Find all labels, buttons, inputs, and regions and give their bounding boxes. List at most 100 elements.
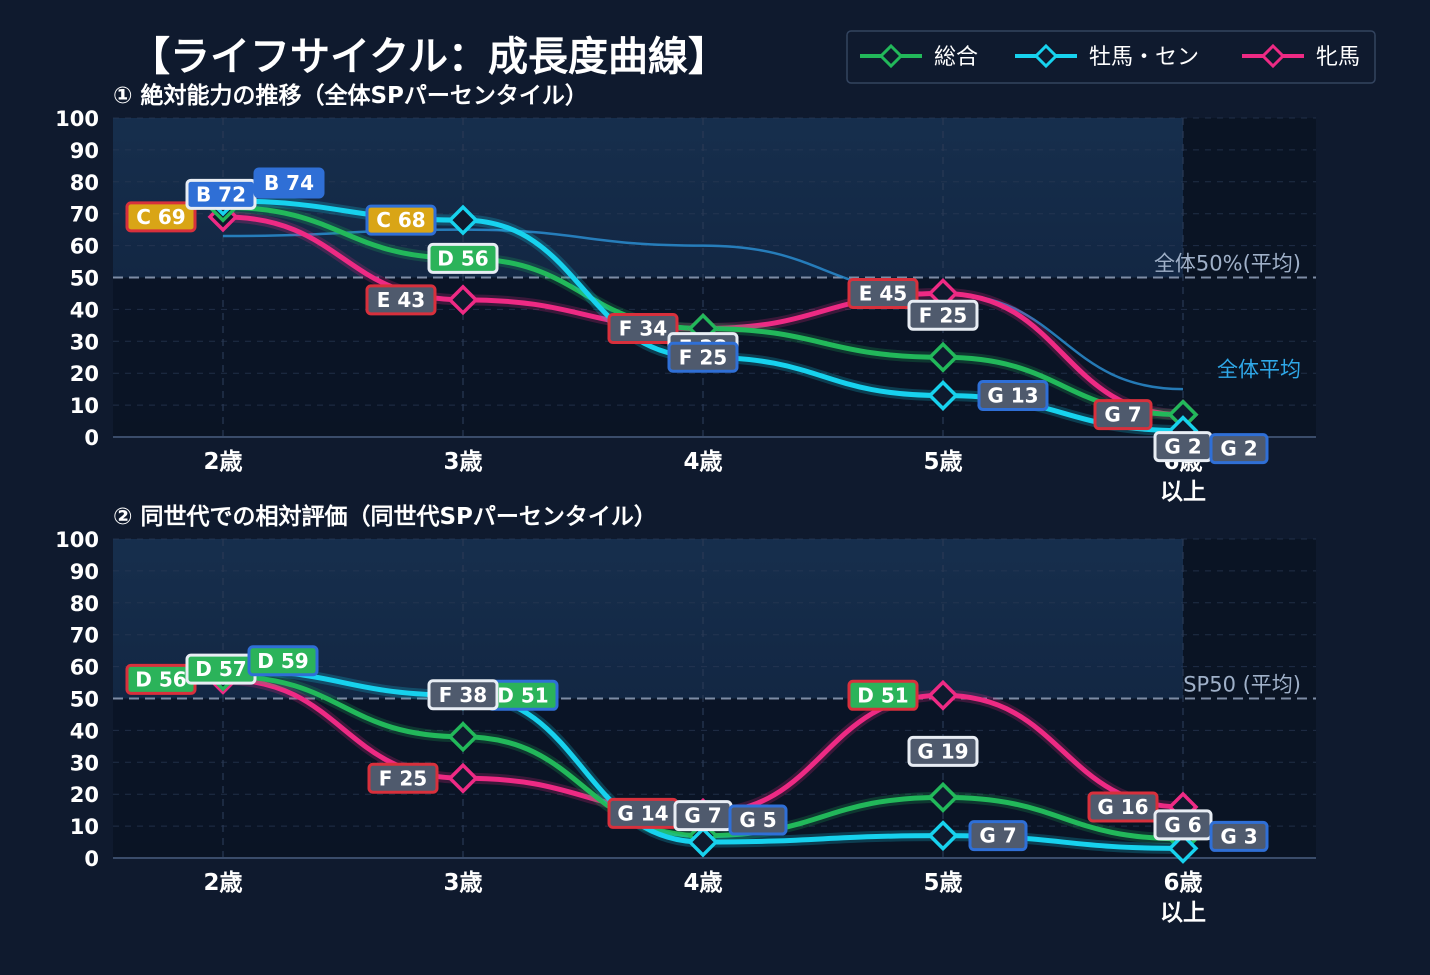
legend-diamond-icon xyxy=(878,43,904,69)
legend-label: 牡馬・セン xyxy=(1089,45,1199,70)
point-label: G 13 xyxy=(987,384,1038,408)
point-marker xyxy=(447,762,479,794)
point-label: G 7 xyxy=(684,804,721,828)
y-tick-label: 50 xyxy=(70,688,99,712)
y-tick-label: 60 xyxy=(70,656,99,680)
point-label: G 19 xyxy=(917,739,968,763)
point-label: D 57 xyxy=(195,657,246,681)
point-label-box xyxy=(367,762,439,794)
y-tick-label: 0 xyxy=(84,426,99,450)
point-marker xyxy=(927,820,959,852)
point-marker xyxy=(687,826,719,858)
point-label-box xyxy=(607,313,679,345)
y-tick-label: 80 xyxy=(70,592,99,616)
point-label: D 56 xyxy=(135,667,186,691)
reference-line-label: 全体50%(平均) xyxy=(1154,252,1301,276)
point-label-box xyxy=(247,645,319,677)
x-tick-label: 5歳 xyxy=(923,870,962,896)
point-label-box xyxy=(1209,820,1269,852)
point-label: G 3 xyxy=(1220,824,1257,848)
point-label-box xyxy=(427,679,499,711)
point-label-box xyxy=(1087,791,1159,823)
point-label-box xyxy=(977,380,1049,412)
y-tick-label: 90 xyxy=(70,139,99,163)
point-marker xyxy=(447,204,479,236)
point-label: B 72 xyxy=(196,182,246,206)
point-label: C 69 xyxy=(136,205,185,229)
y-tick-label: 30 xyxy=(70,751,99,775)
y-tick-label: 80 xyxy=(70,171,99,195)
y-tick-label: 100 xyxy=(55,107,99,131)
point-label-box xyxy=(847,277,919,309)
x-tick-label: 4歳 xyxy=(683,449,722,475)
point-label: C 68 xyxy=(376,208,425,232)
point-label-box xyxy=(728,804,788,836)
point-marker xyxy=(927,781,959,813)
point-label-box xyxy=(907,735,979,767)
point-marker xyxy=(927,380,959,412)
x-tick-label: 3歳 xyxy=(443,870,482,896)
lower-shade xyxy=(113,277,1183,437)
legend-box xyxy=(846,30,1376,84)
y-tick-label: 100 xyxy=(55,528,99,552)
point-label-box xyxy=(847,679,919,711)
average-curve-label: 全体平均 xyxy=(1217,357,1301,381)
legend: 総合 牡馬・セン 牝馬 xyxy=(846,30,1376,84)
point-label: G 6 xyxy=(1164,813,1201,837)
point-label: E 43 xyxy=(377,288,425,312)
y-tick-label: 40 xyxy=(70,719,99,743)
point-label-box xyxy=(907,299,979,331)
y-tick-label: 20 xyxy=(70,783,99,807)
point-label: F 25 xyxy=(379,766,427,790)
point-marker xyxy=(447,721,479,753)
y-tick-label: 60 xyxy=(70,235,99,259)
y-tick-label: 30 xyxy=(70,330,99,354)
y-tick-label: 70 xyxy=(70,203,99,227)
y-tick-label: 50 xyxy=(70,267,99,291)
legend-diamond-icon xyxy=(1260,43,1286,69)
point-marker xyxy=(927,341,959,373)
legend-diamond-icon xyxy=(1033,43,1059,69)
point-label: G 14 xyxy=(617,801,668,825)
x-tick-label: 以上 xyxy=(1160,900,1206,926)
point-label: D 51 xyxy=(497,683,548,707)
point-label: B 74 xyxy=(264,171,314,195)
point-label: G 5 xyxy=(739,808,776,832)
point-label: G 2 xyxy=(1164,435,1201,459)
point-label: F 34 xyxy=(619,317,667,341)
point-label: D 51 xyxy=(857,683,908,707)
point-label: D 56 xyxy=(437,246,488,270)
point-label: E 45 xyxy=(859,281,907,305)
point-label-box xyxy=(667,341,739,373)
point-label: D 59 xyxy=(257,649,308,673)
point-label: G 16 xyxy=(1097,795,1148,819)
figure-title: 【ライフサイクル：成長度曲線】 xyxy=(130,34,728,80)
y-tick-label: 10 xyxy=(70,394,99,418)
y-tick-label: 70 xyxy=(70,624,99,648)
chart-absolute: 0 10 20 30 40 50 60 70 80 90 100 全体50%(平均) 全体平均 ① 絶対能… xyxy=(55,82,1316,505)
x-tick-label: 6歳 xyxy=(1163,870,1202,896)
point-label: F 38 xyxy=(439,683,487,707)
y-tick-label: 20 xyxy=(70,362,99,386)
reference-line-label: SP50 (平均) xyxy=(1183,673,1301,697)
point-label-box xyxy=(1209,433,1269,465)
point-label-box xyxy=(427,242,499,274)
point-label-box xyxy=(125,201,197,233)
x-tick-label: 4歳 xyxy=(683,870,722,896)
y-tick-label: 90 xyxy=(70,560,99,584)
chart-relative: 0 10 20 30 40 50 60 70 80 90 100 SP50 (平均) ② 同世代での相対… xyxy=(55,503,1316,926)
x-tick-label: 5歳 xyxy=(923,449,962,475)
point-label: G 7 xyxy=(1104,403,1141,427)
point-label: G 7 xyxy=(979,824,1016,848)
point-label: G 2 xyxy=(1220,437,1257,461)
legend-label: 牝馬 xyxy=(1316,45,1360,70)
point-label: F 25 xyxy=(679,345,727,369)
point-marker xyxy=(447,284,479,316)
chart-title: ② 同世代での相対評価（同世代SPパーセンタイル） xyxy=(113,503,657,530)
point-marker xyxy=(927,679,959,711)
point-label-box xyxy=(365,284,437,316)
x-tick-label: 2歳 xyxy=(203,870,242,896)
point-label-box xyxy=(968,820,1028,852)
y-tick-label: 0 xyxy=(84,847,99,871)
